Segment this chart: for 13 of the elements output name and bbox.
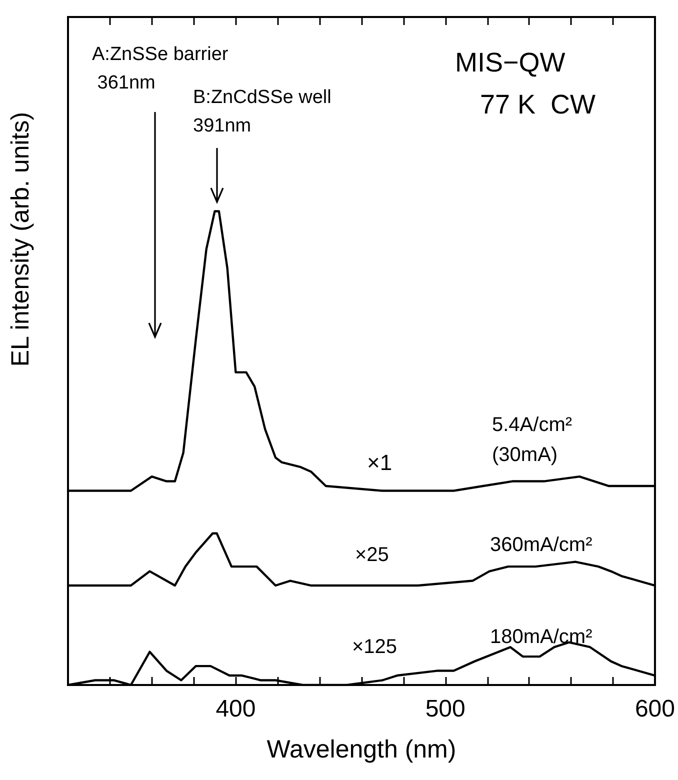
annotation: 360mA/cm²: [490, 534, 593, 556]
annotation: 5.4A/cm² (30mA): [492, 414, 572, 466]
text: MIS−QW: [455, 47, 566, 78]
annotation: 180mA/cm²: [490, 626, 593, 648]
annotation: ×25: [355, 544, 389, 566]
x-tick-label: 500: [425, 696, 466, 722]
annotation: ×125: [352, 636, 398, 658]
text: 77 K CW: [480, 89, 596, 120]
x-axis-title: Wavelength (nm): [266, 736, 456, 764]
annotation: ×1: [367, 450, 392, 475]
x-tick-label: 600: [634, 696, 675, 722]
y-axis-title: EL intensity (arb. units): [6, 112, 34, 367]
x-tick-label: 400: [216, 696, 256, 722]
